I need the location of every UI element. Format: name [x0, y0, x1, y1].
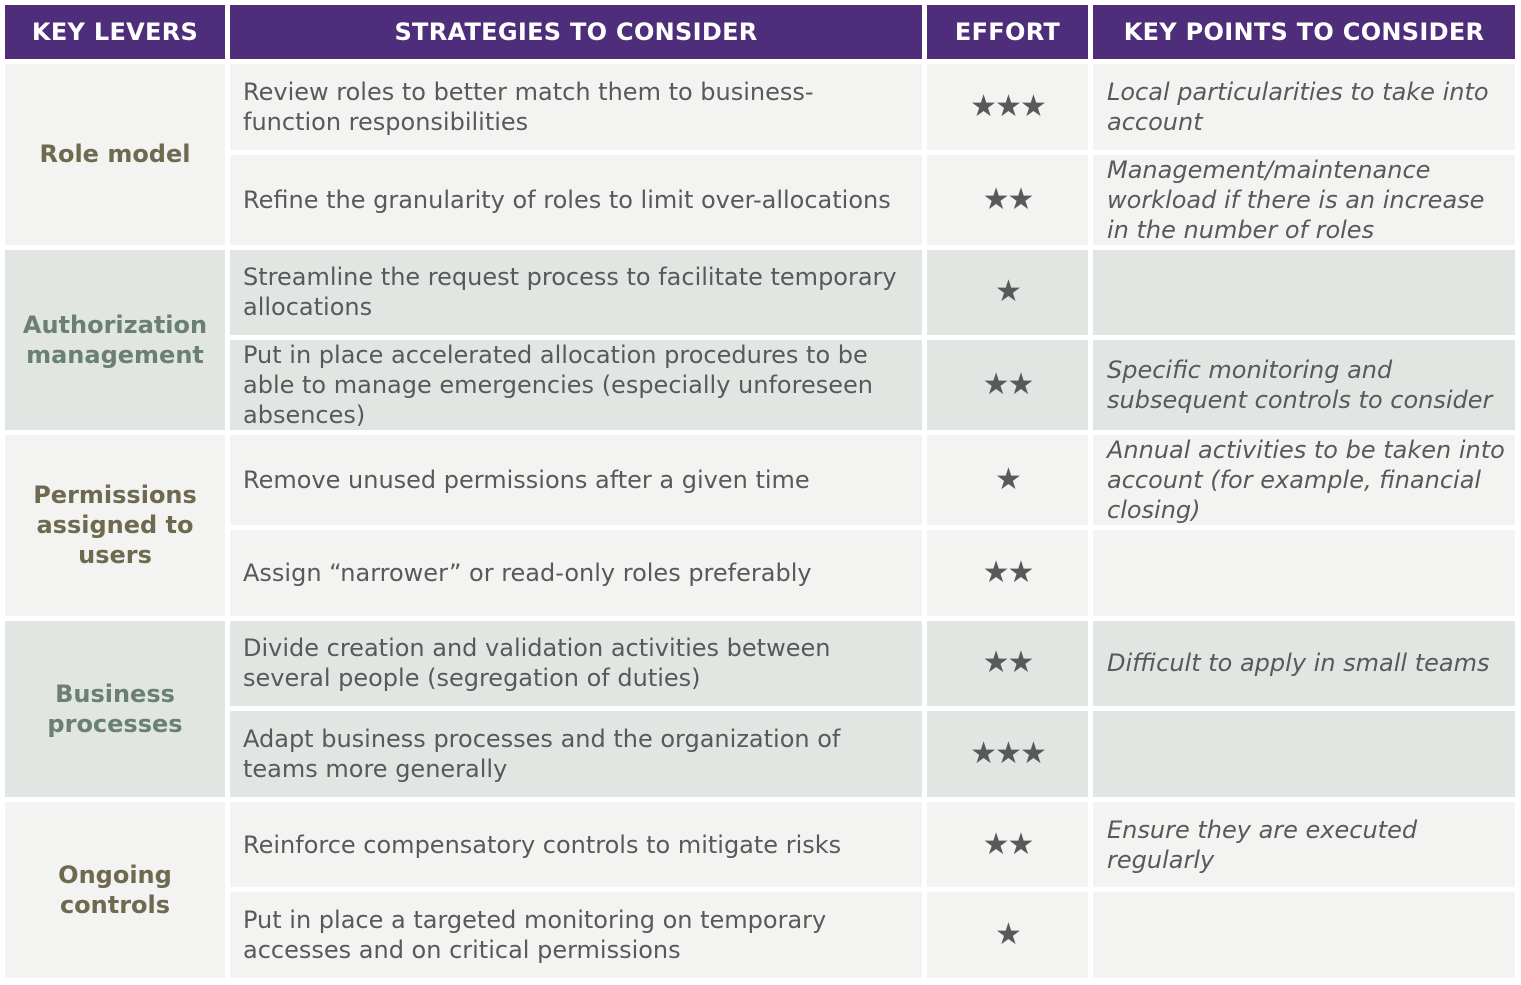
key-point-cell: Annual activities to be taken into accou…: [1093, 435, 1515, 526]
levers-table: KEY LEVERS STRATEGIES TO CONSIDER EFFORT…: [5, 5, 1515, 978]
strategy-cell: Remove unused permissions after a given …: [230, 435, 922, 526]
effort-star-icon: ★★: [927, 340, 1088, 431]
header-key-points: KEY POINTS TO CONSIDER: [1093, 5, 1515, 59]
strategy-cell: Divide creation and validation activitie…: [230, 620, 922, 707]
effort-star-icon: ★: [927, 435, 1088, 526]
effort-star-icon: ★★: [927, 154, 1088, 245]
key-point-cell: [1093, 249, 1515, 336]
header-effort: EFFORT: [927, 5, 1088, 59]
key-point-cell: Difficult to apply in small teams: [1093, 620, 1515, 707]
strategy-cell: Adapt business processes and the organiz…: [230, 711, 922, 797]
strategy-cell: Streamline the request process to facili…: [230, 249, 922, 336]
key-point-cell: Ensure they are executed regularly: [1093, 801, 1515, 888]
lever-ongoing-controls: Ongoing controls: [5, 801, 225, 978]
key-point-cell: [1093, 530, 1515, 616]
header-strategies: STRATEGIES TO CONSIDER: [230, 5, 922, 59]
lever-authorization-management: Authorization management: [5, 249, 225, 431]
key-point-cell: Local particularities to take into accou…: [1093, 64, 1515, 150]
strategy-cell: Refine the granularity of roles to limit…: [230, 154, 922, 245]
effort-star-icon: ★★★: [927, 711, 1088, 797]
lever-business-processes: Business processes: [5, 620, 225, 797]
effort-star-icon: ★: [927, 892, 1088, 978]
strategy-cell: Put in place accelerated allocation proc…: [230, 340, 922, 431]
key-point-cell: [1093, 711, 1515, 797]
effort-star-icon: ★★: [927, 530, 1088, 616]
key-point-cell: [1093, 892, 1515, 978]
effort-star-icon: ★★★: [927, 64, 1088, 150]
effort-star-icon: ★★: [927, 620, 1088, 707]
effort-star-icon: ★★: [927, 801, 1088, 888]
lever-role-model: Role model: [5, 64, 225, 245]
strategy-cell: Put in place a targeted monitoring on te…: [230, 892, 922, 978]
header-key-levers: KEY LEVERS: [5, 5, 225, 59]
effort-star-icon: ★: [927, 249, 1088, 336]
strategy-cell: Reinforce compensatory controls to mitig…: [230, 801, 922, 888]
strategy-cell: Assign “narrower” or read-only roles pre…: [230, 530, 922, 616]
strategy-cell: Review roles to better match them to bus…: [230, 64, 922, 150]
lever-permissions-assigned: Permissions assigned to users: [5, 435, 225, 616]
key-point-cell: Management/maintenance workload if there…: [1093, 154, 1515, 245]
key-point-cell: Specific monitoring and subsequent contr…: [1093, 340, 1515, 431]
